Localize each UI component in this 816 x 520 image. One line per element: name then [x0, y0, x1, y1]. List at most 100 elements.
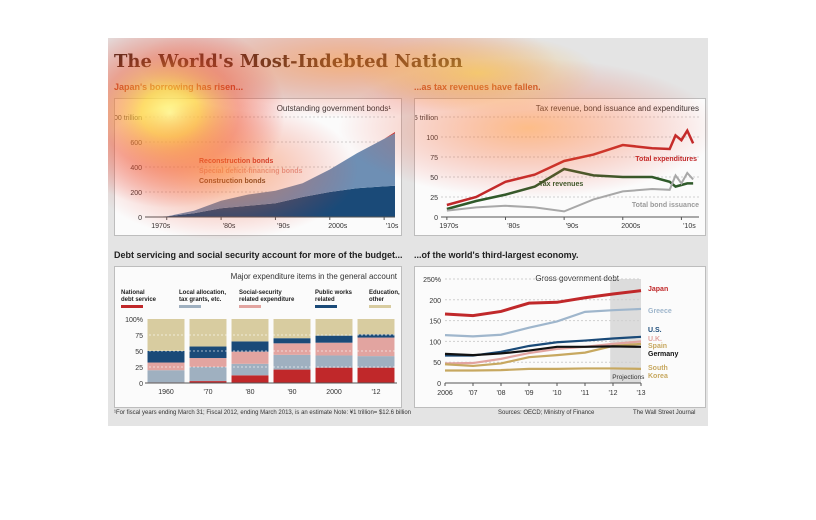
chart4-y-tick-label: 150 [429, 319, 441, 326]
chart4-x-tick-label: '09 [524, 390, 533, 397]
chart3-bar-segment [273, 369, 311, 383]
chart3-x-tick-label: '80 [245, 389, 254, 396]
chart4-series-label: South [648, 365, 668, 372]
chart3-bar-segment [315, 367, 353, 383]
chart4-line-south-korea [445, 367, 642, 372]
chart3-legend-label: debt service [121, 297, 157, 303]
chart3-bar-segment [357, 367, 395, 383]
chart3-bar-segment [357, 319, 395, 335]
chart3-bar-segment [315, 342, 353, 356]
chart3-bar-segment [273, 343, 311, 355]
expenditure-items-chart: Major expenditure items in the general a… [121, 272, 400, 396]
chart4-line-greece [444, 307, 642, 338]
panel-tax-revenue: Tax revenue, bond issuance and expenditu… [414, 98, 706, 236]
chart4-y-tick-label: 250% [423, 277, 441, 284]
chart3-bar-segment [231, 351, 269, 364]
chart2-y-tick-label: 50 [430, 175, 438, 182]
chart4-y-tick-label: 200 [429, 298, 441, 305]
chart4-y-tick-label: 100 [429, 339, 441, 346]
chart2-series-label: Total expenditures [635, 156, 697, 163]
chart3-y-tick-label: 25 [135, 365, 143, 372]
chart1-y-tick-label: ¥800 trillion [115, 115, 142, 122]
chart3-legend-label: Education, [369, 290, 400, 296]
chart4-x-tick-label: '08 [496, 390, 505, 397]
chart3-bar-segment [273, 338, 311, 344]
chart2-series-label: Tax revenues [539, 181, 583, 188]
chart4-projection-label: Projections [612, 374, 645, 381]
chart3-legend-swatch [179, 305, 201, 308]
chart4-line-germany [444, 345, 642, 357]
chart1-x-tick-label: '10s [386, 223, 399, 230]
chart3-bar-segment [357, 337, 395, 357]
chart3-legend-swatch [121, 305, 143, 308]
chart3-x-tick-label: 2000 [326, 389, 342, 396]
chart4-series-label: Germany [648, 351, 678, 358]
chart3-y-tick-label: 0 [139, 381, 143, 388]
chart3-x-tick-label: 1960 [158, 389, 174, 396]
chart3-bar-segment [357, 334, 395, 338]
chart1-x-tick-label: '80s [223, 223, 236, 230]
chart4-series-label: Spain [648, 343, 667, 350]
chart3-x-tick-label: '70 [203, 389, 212, 396]
chart3-y-tick-label: 100% [125, 317, 143, 324]
chart2-y-tick-label: ¥125 trillion [415, 115, 438, 122]
chart1-y-tick-label: 200 [130, 190, 142, 197]
chart4-x-tick-label: '10 [552, 390, 561, 397]
chart4-line-u-k- [444, 340, 642, 365]
panel-gross-debt: Projections Gross government debt 0 50 100 15… [414, 266, 706, 408]
chart3-legend-label: Social-security [239, 290, 282, 296]
chart4-x-tick-label: 2006 [437, 390, 453, 397]
chart2-line-total-expenditures [446, 127, 695, 207]
chart3-title: Major expenditure items in the general a… [231, 272, 398, 281]
chart4-series-label: Greece [648, 308, 672, 315]
chart2-x-tick-label: '90s [566, 223, 579, 230]
footer-note: ¹For fiscal years ending March 31; Fisca… [114, 410, 411, 416]
chart4-projection-band [610, 279, 641, 383]
chart1-x-tick-label: '90s [277, 223, 290, 230]
chart4-series-label: Japan [648, 286, 668, 293]
chart3-bar-segment [315, 355, 353, 368]
chart1-x-tick-label: 1970s [151, 223, 171, 230]
chart4-x-tick-label: '11 [581, 390, 590, 397]
chart4-line-japan [444, 289, 642, 318]
chart4-y-tick-label: 0 [437, 381, 441, 388]
chart2-y-tick-label: 0 [434, 215, 438, 222]
chart1-series-label: Reconstruction bonds [199, 158, 273, 165]
chart4-series-label: U.K. [648, 336, 662, 343]
chart3-y-tick-label: 75 [135, 333, 143, 340]
chart3-bar-segment [189, 381, 227, 383]
chart2-x-tick-label: 1970s [439, 223, 459, 230]
infographic: The World's Most-Indebted Nation Japan's… [108, 38, 708, 426]
chart4-series-label: Korea [648, 373, 668, 380]
chart4-x-tick-label: '13 [636, 390, 645, 397]
chart3-bar-segment [189, 358, 227, 367]
chart3-bar-segment [231, 375, 269, 383]
panel2-subtitle: ...as tax revenues have fallen. [414, 82, 541, 92]
chart1-x-tick-label: 2000s [328, 223, 348, 230]
chart3-legend-label: other [369, 297, 385, 303]
chart3-legend-swatch [239, 305, 261, 308]
chart3-bar-segment [315, 335, 353, 343]
chart4-x-tick-label: '12 [608, 390, 617, 397]
chart2-x-tick-label: '80s [507, 223, 520, 230]
chart3-y-tick-label: 50 [135, 349, 143, 356]
chart3-x-tick-label: '90 [287, 389, 296, 396]
chart3-bar-segment [147, 362, 185, 371]
panel1-subtitle: Japan's borrowing has risen... [114, 82, 244, 92]
chart3-bar-segment [189, 346, 227, 359]
chart3-bar-segment [231, 363, 269, 376]
chart3-legend-label: tax grants, etc. [179, 297, 222, 303]
panel-outstanding-bonds: Outstanding government bonds¹ 0 200 400 600 ¥… [114, 98, 402, 236]
chart1-title: Outstanding government bonds¹ [277, 104, 392, 113]
chart3-legend-label: related [315, 297, 335, 303]
chart4-series-label: U.S. [648, 327, 662, 334]
footer-credit: The Wall Street Journal [633, 410, 696, 416]
chart2-y-tick-label: 100 [426, 135, 438, 142]
chart2-y-tick-label: 75 [430, 155, 438, 162]
chart3-legend-label: related expenditure [239, 297, 295, 303]
chart3-legend-label: Public works [315, 290, 353, 296]
chart3-bar-segment [315, 319, 353, 336]
chart3-legend-label: National [121, 290, 145, 296]
chart3-legend-swatch [369, 305, 391, 308]
